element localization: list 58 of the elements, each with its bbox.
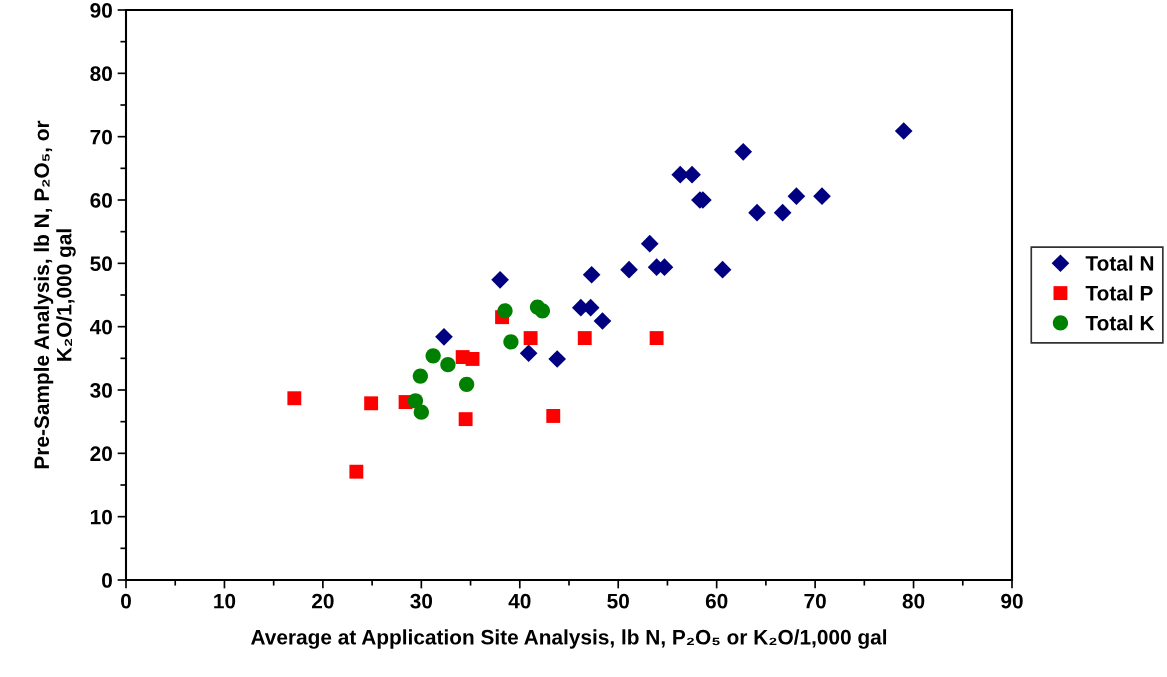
point	[548, 350, 567, 368]
y-axis-title: Pre-Sample Analysis, lb N, P₂O₅, or K₂O/1,000 gal	[33, 120, 76, 469]
point	[813, 187, 831, 206]
y-tick-label: 90	[90, 3, 112, 18]
x-tick-label: 30	[410, 593, 433, 609]
x-tick-label: 80	[902, 593, 925, 609]
x-tick-label: 40	[508, 593, 531, 609]
point	[593, 312, 612, 330]
point	[713, 260, 732, 279]
point	[523, 331, 538, 346]
point	[620, 260, 638, 279]
point	[546, 409, 561, 423]
x-tick-label: 50	[607, 593, 629, 609]
y-tick-label: 60	[90, 193, 112, 208]
point	[649, 331, 664, 346]
point	[534, 303, 551, 319]
y-tick-label: 20	[90, 446, 112, 462]
point	[435, 327, 453, 346]
point	[287, 391, 302, 406]
point	[491, 270, 509, 289]
point	[458, 376, 475, 392]
x-axis-title: Average at Application Site Analysis, lb N, P₂O₅ or K₂O/1,000 gal	[251, 629, 887, 649]
point	[440, 357, 456, 373]
point	[787, 187, 806, 206]
point	[640, 234, 659, 253]
point	[503, 334, 519, 350]
point	[734, 143, 753, 161]
y-tick-label: 40	[89, 319, 112, 335]
legend-label: Total K	[1085, 315, 1155, 331]
y-tick-label: 80	[90, 66, 112, 82]
point	[465, 352, 480, 366]
legend-label: Total P	[1085, 285, 1153, 301]
point	[407, 393, 424, 409]
point	[519, 344, 538, 363]
x-tick-label: 0	[121, 593, 131, 609]
point	[412, 368, 428, 384]
point	[413, 404, 429, 420]
x-tick-label: 10	[214, 593, 236, 609]
x-tick-label: 90	[1001, 593, 1023, 609]
point	[577, 331, 592, 346]
point	[425, 348, 441, 364]
point	[497, 303, 513, 319]
x-tick-label: 60	[705, 593, 728, 609]
y-tick-label: 50	[90, 256, 112, 272]
legend-label: Total N	[1085, 255, 1154, 271]
point	[894, 122, 913, 140]
y-tick-label: 10	[90, 509, 112, 525]
point	[582, 265, 601, 284]
y-tick-label: 30	[90, 383, 112, 398]
y-tick-label: 0	[102, 573, 112, 588]
point	[349, 464, 364, 479]
point	[458, 412, 473, 427]
point	[773, 203, 792, 222]
x-tick-label: 70	[804, 593, 826, 609]
point	[364, 396, 379, 411]
x-tick-label: 20	[312, 593, 334, 609]
y-tick-label: 70	[90, 129, 112, 145]
point	[748, 203, 766, 222]
